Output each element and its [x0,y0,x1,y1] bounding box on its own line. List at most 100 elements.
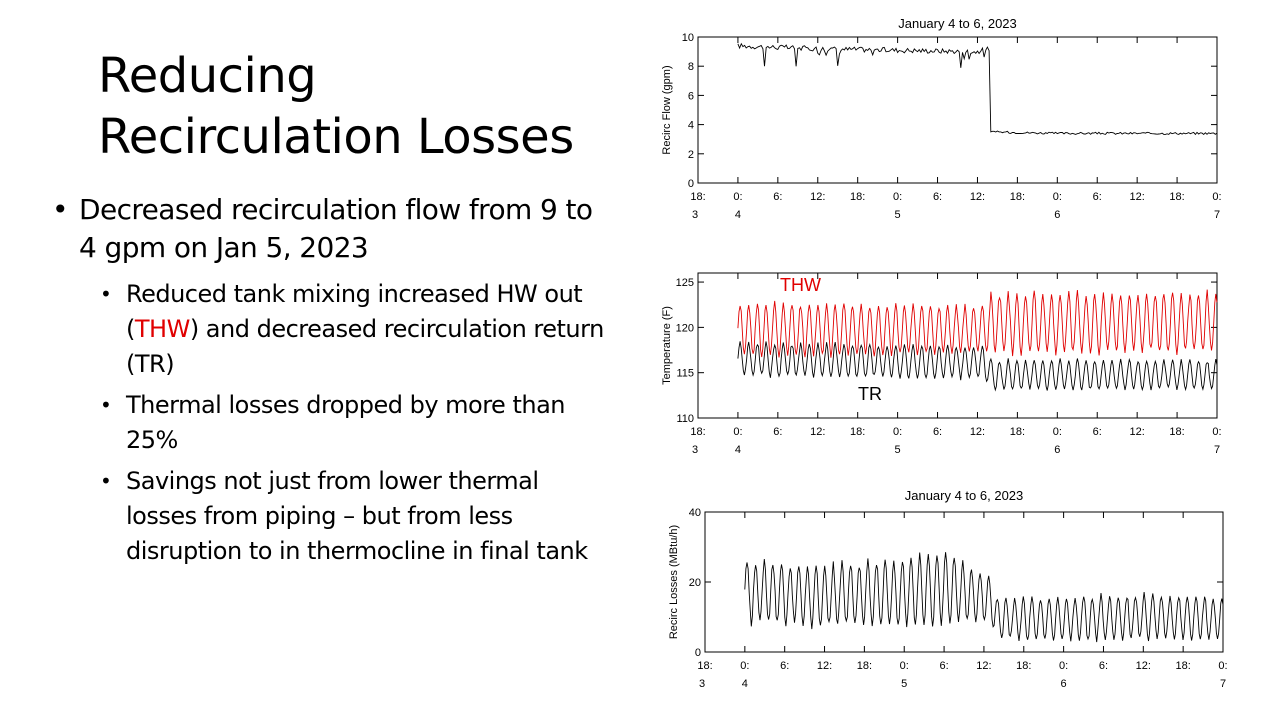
x-tick-label: 12: [810,191,825,203]
x-day-label: 6 [1054,444,1060,456]
y-tick-label: 120 [676,322,694,334]
x-tick-label: 12: [970,191,985,203]
bullet-dot-icon: • [100,469,112,493]
sub-bullet-3-text: Savings not just from lower thermal loss… [126,467,588,565]
x-tick-label: 0: [1053,191,1062,203]
sub-bullet-1-text-a: Reduced tank mixing increased HW out ( [126,280,583,343]
x-tick-label: 18: [1010,191,1025,203]
x-tick-label: 0: [1053,426,1062,438]
temperature-chart: Temperature (F) 110 115 120 125 18: 0: 6: 12: 18:… [661,272,1222,456]
x-day-label: 4 [735,209,741,221]
recirc-flow-chart: January 4 to 6, 2023 Recirc Flow (gpm) 0 2 4… [661,16,1222,221]
x-tick-label: 18: [850,426,865,438]
sub-bullet-2-text: Thermal losses dropped by more than 25% [126,391,565,454]
x-tick-label: 0: [740,660,749,672]
x-day-label: 7 [1220,678,1226,690]
y-tick-label: 115 [676,368,694,380]
series-tr-line [737,341,1218,392]
x-tick-label: 0: [733,426,742,438]
main-bullet-text: Decreased recirculation flow from 9 to 4… [79,193,593,264]
x-day-label: 3 [699,678,705,690]
title-line-2: Recirculation Losses [98,109,574,165]
sub-bullet-1: • Reduced tank mixing increased HW out (… [100,277,612,382]
x-tick-label: 18: [1169,426,1184,438]
main-bullet: • Decreased recirculation flow from 9 to… [52,191,612,267]
x-tick-label: 12: [1130,191,1145,203]
x-tick-label: 0: [893,191,902,203]
x-tick-label: 0: [1218,660,1227,672]
y-tick-label: 0 [695,647,701,659]
x-day-label: 3 [692,209,698,221]
plot-frame [697,272,1218,419]
x-tick-label: 6: [773,426,782,438]
recirc-losses-chart: January 4 to 6, 2023 Recirc Losses (MBtu/… [668,488,1228,690]
tr-annotation: TR [858,384,882,404]
x-tick-label: 0: [900,660,909,672]
x-day-label: 6 [1054,209,1060,221]
y-tick-label: 2 [688,149,694,161]
y-axis-label: Recirc Flow (gpm) [661,65,673,154]
sub-bullet-1-text-b: ) and decreased recirculation return (TR… [126,315,604,378]
x-tick-label: 18: [857,660,872,672]
bullet-dot-icon: • [100,393,112,417]
series-thw-line [737,289,1218,358]
chart-title: January 4 to 6, 2023 [905,488,1024,503]
series-line [744,552,1224,643]
thw-highlight: THW [134,315,190,343]
y-tick-label: 20 [689,577,701,589]
x-day-label: 5 [895,209,901,221]
sub-bullet-3: • Savings not just from lower thermal lo… [100,464,612,569]
x-tick-label: 12: [810,426,825,438]
x-tick-label: 12: [1136,660,1151,672]
y-tick-label: 40 [689,507,701,519]
x-tick-label: 12: [1130,426,1145,438]
y-tick-label: 8 [688,61,694,73]
y-tick-label: 6 [688,90,694,102]
thw-annotation: THW [780,275,821,295]
x-tick-label: 6: [773,191,782,203]
sub-bullet-list: • Reduced tank mixing increased HW out (… [52,277,612,569]
x-tick-label: 6: [1099,660,1108,672]
x-tick-label: 18: [1016,660,1031,672]
x-tick-label: 6: [933,191,942,203]
y-axis-label: Recirc Losses (MBtu/h) [668,525,680,639]
x-tick-label: 6: [933,426,942,438]
x-tick-label: 0: [733,191,742,203]
x-day-label: 4 [742,678,748,690]
x-tick-label: 18: [690,426,705,438]
x-day-label: 6 [1061,678,1067,690]
x-tick-label: 18: [1176,660,1191,672]
x-tick-label: 0: [1212,191,1221,203]
x-tick-label: 12: [817,660,832,672]
y-tick-label: 110 [676,413,694,425]
x-tick-label: 6: [1093,191,1102,203]
x-tick-label: 0: [1059,660,1068,672]
x-tick-label: 6: [1093,426,1102,438]
bullet-dot-icon: • [100,282,112,306]
x-tick-label: 18: [1010,426,1025,438]
x-day-label: 5 [895,444,901,456]
x-tick-label: 12: [976,660,991,672]
slide-title: Reducing Recirculation Losses [98,46,618,168]
x-tick-label: 0: [1212,426,1221,438]
x-day-label: 7 [1214,209,1220,221]
sub-bullet-2: • Thermal losses dropped by more than 25… [100,388,612,458]
x-tick-label: 18: [850,191,865,203]
y-tick-label: 10 [682,32,694,44]
x-tick-label: 18: [690,191,705,203]
y-axis-label: Temperature (F) [661,306,673,385]
x-day-label: 5 [901,678,907,690]
x-tick-label: 18: [1169,191,1184,203]
x-day-label: 4 [735,444,741,456]
series-line [737,42,1218,136]
x-tick-label: 6: [939,660,948,672]
x-tick-label: 12: [970,426,985,438]
chart-title: January 4 to 6, 2023 [898,16,1017,31]
x-tick-label: 6: [780,660,789,672]
bullet-dot-icon: • [52,193,69,226]
bullet-list: • Decreased recirculation flow from 9 to… [52,191,612,575]
x-day-label: 7 [1214,444,1220,456]
plot-frame [697,36,1218,184]
x-tick-label: 0: [893,426,902,438]
x-day-label: 3 [692,444,698,456]
